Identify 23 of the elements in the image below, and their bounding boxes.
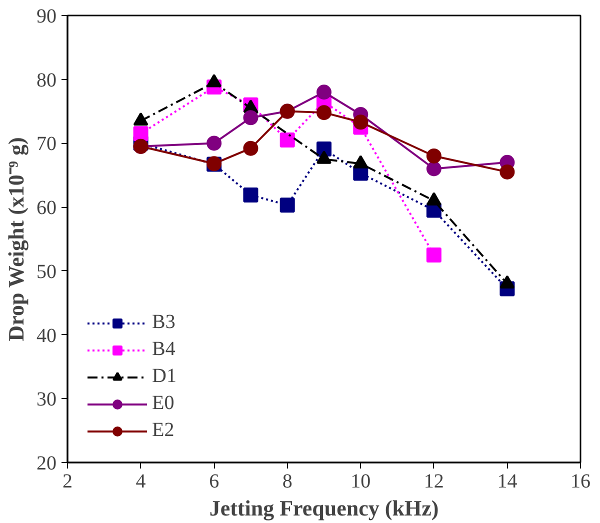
y-tick-label: 40	[36, 324, 56, 347]
y-tick-label: 20	[36, 452, 56, 474]
y-tick-label: 50	[36, 260, 56, 283]
y-tick-label: 60	[36, 197, 56, 220]
legend-label: E2	[152, 419, 174, 442]
legend-label: D1	[152, 365, 176, 388]
x-tick-label: 4	[136, 470, 146, 492]
x-tick-label: 6	[209, 470, 220, 492]
x-tick-label: 2	[62, 470, 72, 492]
x-tick-label: 14	[497, 470, 518, 492]
y-tick-label: 90	[36, 6, 56, 28]
y-tick-label: 80	[36, 69, 56, 92]
y-tick-label: 70	[36, 133, 56, 156]
y-axis-title: Drop Weight (x10⁻⁹ g)	[4, 137, 28, 342]
legend-label: B3	[152, 311, 176, 334]
x-axis-title: Jetting Frequency (kHz)	[209, 496, 439, 520]
x-tick-label: 10	[350, 470, 371, 492]
legend-label: E0	[152, 392, 174, 415]
legend-label: B4	[152, 338, 176, 361]
x-tick-label: 16	[570, 470, 590, 492]
x-tick-label: 12	[424, 470, 444, 492]
y-tick-label: 30	[36, 388, 56, 411]
x-tick-label: 8	[282, 470, 292, 492]
